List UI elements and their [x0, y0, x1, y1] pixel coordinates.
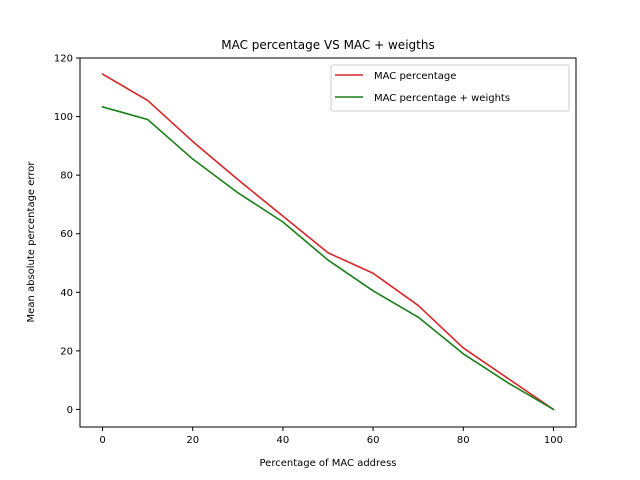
y-tick-label: 20: [60, 346, 73, 357]
chart-title: MAC percentage VS MAC + weigths: [221, 38, 434, 52]
x-tick-label: 0: [99, 435, 105, 446]
y-tick-label: 40: [60, 288, 73, 299]
series-layer: [101, 73, 555, 411]
y-tick-label: 0: [67, 405, 73, 416]
x-tick-label: 80: [457, 435, 470, 446]
y-tick-label: 80: [60, 171, 73, 182]
y-axis: 0 20 40 60 80 100 120: [54, 54, 80, 416]
x-tick-label: 20: [186, 435, 199, 446]
x-axis: 0 20 40 60 80 100: [99, 427, 563, 446]
plot-area-frame: [79, 57, 577, 428]
y-axis-label: Mean absolute percentage error: [26, 161, 37, 323]
series-line-2: [101, 105, 555, 411]
x-tick-label: 100: [544, 435, 563, 446]
x-tick-label: 60: [367, 435, 380, 446]
legend-label-2: MAC percentage + weights: [374, 93, 510, 104]
y-tick-label: 120: [54, 54, 73, 65]
y-tick-label: 100: [54, 112, 73, 123]
y-tick-label: 60: [60, 229, 73, 240]
legend-box: [330, 64, 570, 112]
legend: MAC percentage MAC percentage + weights: [330, 64, 570, 112]
x-axis-label: Percentage of MAC address: [260, 458, 397, 469]
x-tick-label: 40: [277, 435, 290, 446]
series-line-1: [101, 73, 555, 411]
legend-label-1: MAC percentage: [374, 71, 456, 82]
